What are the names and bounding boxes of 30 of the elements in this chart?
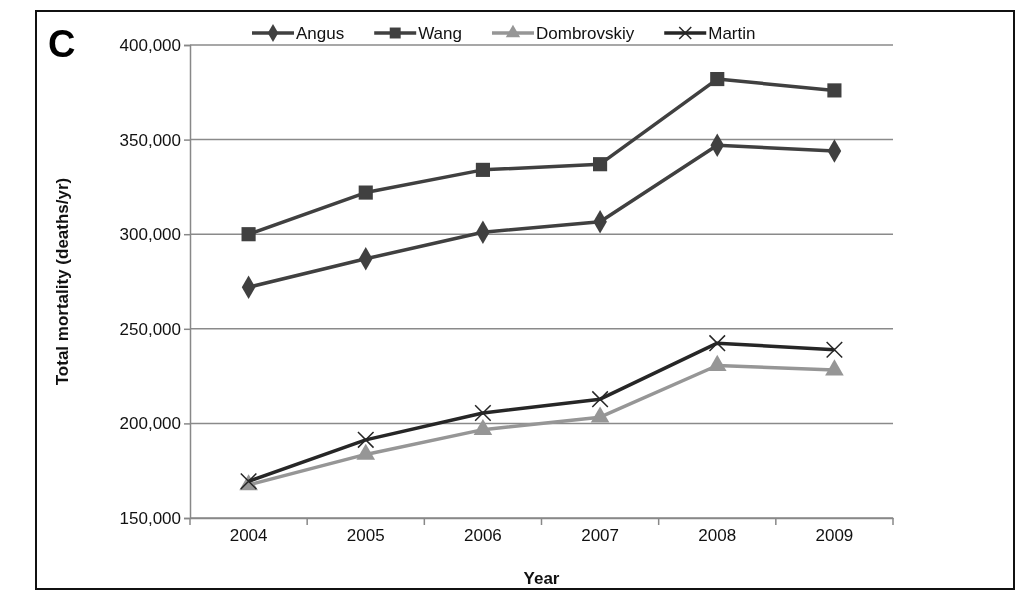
y-tick-label: 200,000 [119, 414, 181, 434]
x-tick-label: 2004 [229, 526, 268, 546]
point [357, 431, 375, 449]
y-axis-title: Total mortality (deaths/yr) [53, 177, 72, 386]
point [593, 157, 608, 172]
point [241, 227, 256, 242]
legend-label: Angus [296, 24, 345, 43]
point [827, 83, 842, 98]
y-tick-label: 350,000 [119, 130, 181, 150]
point [358, 185, 373, 200]
point [591, 390, 609, 408]
chart-title: C [48, 23, 76, 65]
x-axis-title: Year [523, 569, 560, 588]
point [474, 404, 492, 422]
legend-label: Dombrovskiy [535, 24, 635, 43]
x-tick-label: 2008 [698, 526, 737, 546]
x-tick-label: 2009 [815, 526, 854, 546]
x-tick-label: 2006 [464, 526, 502, 546]
point [475, 162, 490, 177]
y-tick-label: 250,000 [119, 319, 181, 339]
y-tick-label: 150,000 [119, 508, 181, 528]
point [708, 334, 726, 352]
point [710, 71, 725, 87]
x-tick-label: 2005 [346, 526, 385, 546]
legend-label: Martin [708, 24, 756, 43]
x-tick-label: 2007 [581, 526, 619, 546]
legend-label: Wang [418, 24, 462, 43]
y-tick-label: 400,000 [119, 35, 181, 55]
point [825, 341, 843, 359]
y-tick-label: 300,000 [119, 225, 181, 245]
